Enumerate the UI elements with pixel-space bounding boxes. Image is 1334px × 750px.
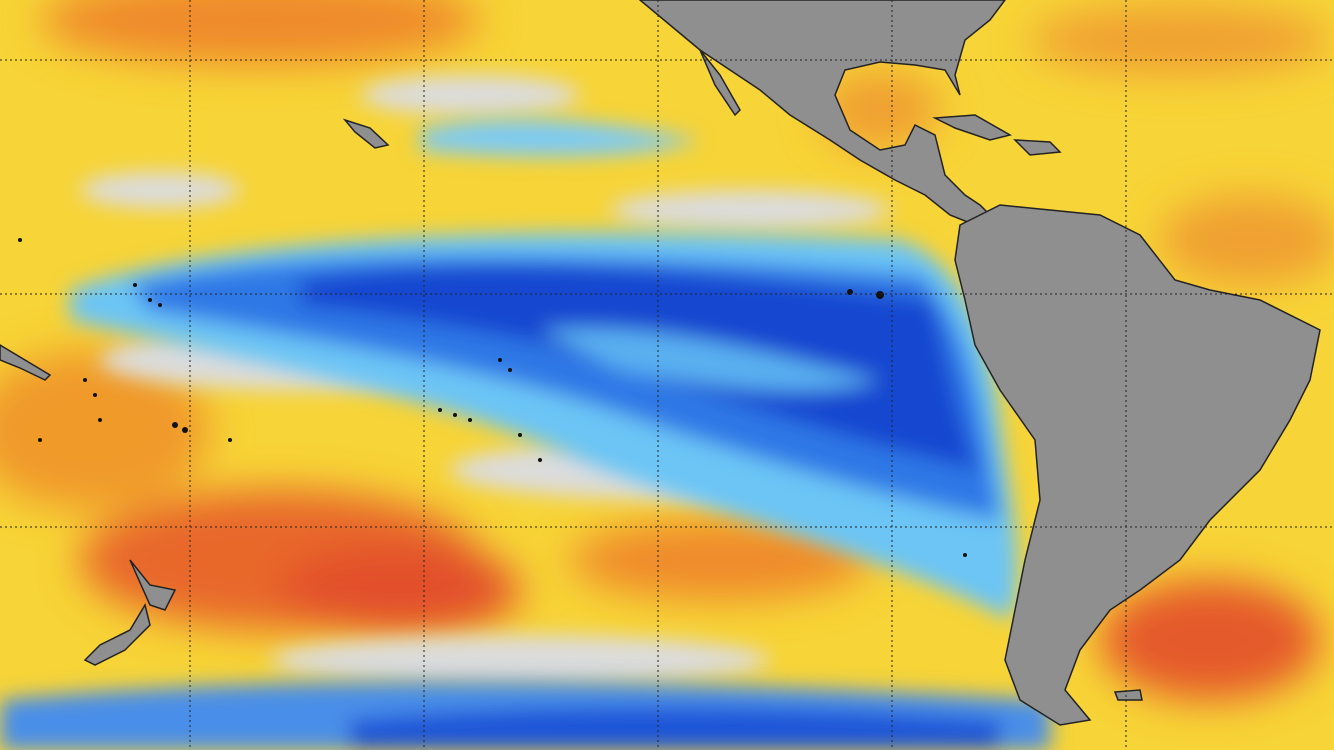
new-zealand-north (129, 559, 177, 611)
south-america (954, 204, 1321, 726)
islands (18, 238, 967, 557)
warm-anomalies (0, 0, 1334, 700)
falklands (1113, 689, 1143, 701)
hawaii (342, 118, 390, 149)
cold-tongue (0, 119, 1050, 750)
cuba (932, 114, 1012, 141)
landmasses (0, 0, 1321, 726)
baja-california (699, 49, 741, 117)
new-caledonia (0, 344, 52, 381)
north-america (638, 0, 1006, 226)
hispaniola (1013, 139, 1062, 156)
new-zealand-south (83, 603, 151, 666)
